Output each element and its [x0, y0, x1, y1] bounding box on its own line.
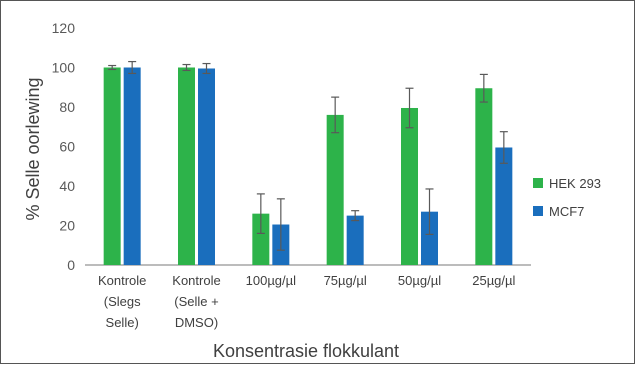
bar-mcf7-3: [346, 215, 364, 265]
error-bar-mcf7-3: [351, 210, 360, 222]
legend: HEK 293 MCF7: [533, 176, 601, 219]
y-tick-label: 40: [59, 178, 75, 194]
y-tick-label: 0: [67, 257, 75, 273]
bar-mcf7-4: [421, 211, 438, 265]
y-tick-label: 120: [52, 20, 76, 36]
y-tick-label: 100: [52, 60, 76, 76]
bar-hek293-2: [252, 213, 270, 265]
bar-hek293-3: [326, 114, 344, 266]
x-tick-label: Kontrole (Selle + DMSO): [172, 273, 220, 330]
error-bar-mcf7-0: [128, 60, 137, 75]
legend-label-hek293: HEK 293: [549, 176, 601, 191]
x-tick-label: 50µg/µl: [398, 273, 441, 288]
y-tick-label: 80: [59, 99, 75, 115]
error-bar-mcf7-1: [202, 62, 211, 75]
error-bar-mcf7-4: [425, 188, 434, 235]
error-bar-hek293-1: [182, 63, 191, 72]
error-bar-mcf7-2: [276, 198, 285, 251]
bar-hek293-4: [401, 107, 418, 265]
bar-mcf7-5: [495, 147, 513, 265]
y-tick-label: 20: [59, 218, 75, 234]
x-tick-label: Kontrole (Slegs Selle): [98, 273, 146, 330]
y-tick-label: 60: [59, 139, 75, 155]
error-bar-hek293-2: [256, 193, 265, 234]
bar-mcf7-0: [123, 67, 141, 265]
error-bar-hek293-0: [108, 64, 117, 71]
error-bar-hek293-5: [479, 73, 488, 103]
bar-hek293-5: [475, 88, 493, 265]
error-bars: [108, 60, 508, 251]
y-axis-title: % Selle oorlewing: [23, 77, 43, 220]
error-bar-hek293-4: [405, 87, 414, 129]
x-tick-label: 25µg/µl: [472, 273, 515, 288]
bar-hek293-0: [103, 67, 121, 265]
legend-swatch-hek293: [533, 178, 543, 188]
x-tick-label: 100µg/µl: [246, 273, 297, 288]
legend-swatch-mcf7: [533, 206, 543, 216]
bars: [103, 67, 513, 266]
x-axis-title: Konsentrasie flokkulant: [213, 341, 399, 361]
error-bar-hek293-3: [331, 96, 340, 134]
legend-label-mcf7: MCF7: [549, 204, 584, 219]
error-bar-mcf7-5: [499, 131, 508, 164]
x-tick-label: 75µg/µl: [324, 273, 367, 288]
y-tick-labels: 0 20 40 60 80 100 120: [52, 20, 76, 273]
bar-mcf7-1: [198, 68, 215, 265]
x-tick-labels: Kontrole (Slegs Selle) Kontrole (Selle + DMSO…: [98, 273, 516, 330]
bar-hek293-1: [178, 67, 195, 265]
